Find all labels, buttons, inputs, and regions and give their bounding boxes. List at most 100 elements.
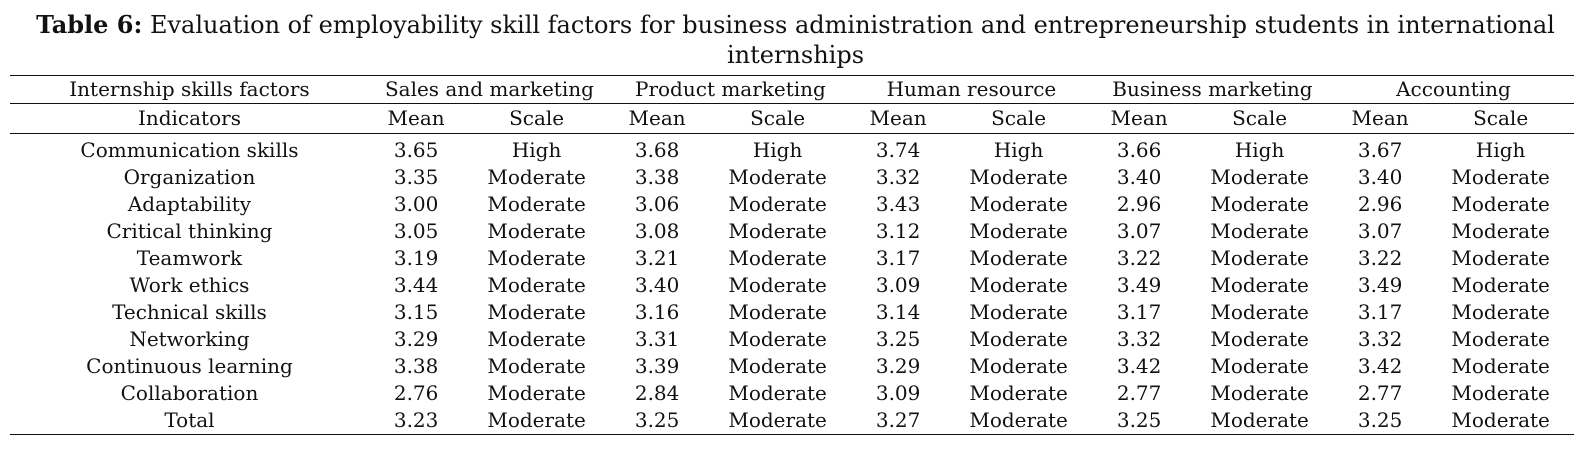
cell-scale: Moderate	[487, 381, 586, 405]
cell-scale: Moderate	[487, 219, 586, 243]
cell-scale: Moderate	[728, 381, 827, 405]
cell-mean: 3.25	[875, 327, 921, 351]
cell-mean: 3.43	[875, 192, 921, 216]
cell-scale: Moderate	[969, 165, 1068, 189]
row-indicator: Teamwork	[136, 246, 243, 270]
cell-mean: 3.40	[634, 273, 680, 297]
table-row: Continuous learning 3.38 Moderate 3.39 Moder…	[10, 353, 1574, 380]
header-group-human-resource: Human resource	[850, 75, 1092, 104]
cell-mean: 3.15	[393, 300, 439, 324]
header-scale: Scale	[463, 103, 610, 134]
cell-scale: High	[1234, 138, 1285, 162]
table-row: Collaboration 2.76 Moderate 2.84 Moderate 3.0…	[10, 380, 1574, 407]
cell-scale: Moderate	[1451, 246, 1550, 270]
header-factor-label: Internship skills factors	[10, 75, 369, 104]
cell-mean: 3.17	[1357, 300, 1403, 324]
header-scale: Scale	[1186, 103, 1333, 134]
cell-scale: Moderate	[728, 246, 827, 270]
cell-mean: 3.23	[368, 407, 464, 435]
cell-scale: Moderate	[969, 192, 1068, 216]
cell-scale: Moderate	[1210, 273, 1309, 297]
cell-mean: 3.35	[393, 165, 439, 189]
header-mean: Mean	[850, 103, 946, 134]
table-row: Organization 3.35 Moderate 3.38 Moderate 3.32…	[10, 164, 1574, 191]
cell-scale: High	[752, 138, 803, 162]
cell-mean: 3.17	[875, 246, 921, 270]
cell-scale: Moderate	[1210, 354, 1309, 378]
row-indicator: Work ethics	[129, 273, 250, 297]
header-scale: Scale	[704, 103, 851, 134]
table-row: Networking 3.29 Moderate 3.31 Moderate 3.25 Mo…	[10, 326, 1574, 353]
cell-scale: Moderate	[1210, 165, 1309, 189]
cell-scale: Moderate	[1451, 327, 1550, 351]
cell-mean: 3.31	[634, 327, 680, 351]
cell-mean: 3.32	[1357, 327, 1403, 351]
cell-scale: Moderate	[969, 327, 1068, 351]
cell-scale: Moderate	[969, 246, 1068, 270]
cell-mean: 2.76	[393, 381, 439, 405]
cell-scale: Moderate	[1427, 407, 1574, 435]
header-indicator-label: Indicators	[10, 103, 369, 134]
cell-mean: 3.39	[634, 354, 680, 378]
cell-mean: 3.07	[1116, 219, 1162, 243]
cell-mean: 3.06	[634, 192, 680, 216]
cell-mean: 3.14	[875, 300, 921, 324]
header-mean: Mean	[1332, 103, 1428, 134]
cell-mean: 3.74	[875, 138, 921, 162]
cell-mean: 3.27	[850, 407, 946, 435]
table-row: Work ethics 3.44 Moderate 3.40 Moderate 3.09 M…	[10, 272, 1574, 299]
cell-scale: Moderate	[728, 219, 827, 243]
cell-scale: Moderate	[728, 192, 827, 216]
header-mean: Mean	[368, 103, 464, 134]
table-row: Teamwork 3.19 Moderate 3.21 Moderate 3.17 Mode…	[10, 245, 1574, 272]
cell-mean: 2.96	[1357, 192, 1403, 216]
cell-scale: Moderate	[969, 219, 1068, 243]
row-indicator: Adaptability	[127, 192, 252, 216]
cell-scale: Moderate	[704, 407, 851, 435]
cell-scale: Moderate	[463, 407, 610, 435]
cell-scale: Moderate	[487, 354, 586, 378]
cell-scale: High	[511, 138, 562, 162]
cell-mean: 3.44	[393, 273, 439, 297]
cell-mean: 3.66	[1116, 138, 1162, 162]
cell-mean: 2.84	[634, 381, 680, 405]
cell-scale: Moderate	[1451, 354, 1550, 378]
cell-mean: 3.09	[875, 273, 921, 297]
cell-mean: 3.40	[1357, 165, 1403, 189]
cell-scale: Moderate	[1451, 273, 1550, 297]
cell-scale: Moderate	[728, 327, 827, 351]
header-sub-row: Indicators Mean Scale Mean Scale Mean Sc…	[10, 103, 1574, 134]
cell-mean: 3.49	[1357, 273, 1403, 297]
cell-scale: Moderate	[1186, 407, 1333, 435]
table-header: Internship skills factors Sales and mark…	[10, 75, 1574, 134]
cell-scale: Moderate	[969, 273, 1068, 297]
cell-mean: 2.77	[1116, 381, 1162, 405]
cell-scale: Moderate	[1210, 381, 1309, 405]
header-mean: Mean	[609, 103, 705, 134]
cell-mean: 3.00	[393, 192, 439, 216]
cell-mean: 3.32	[875, 165, 921, 189]
cell-mean: 3.40	[1116, 165, 1162, 189]
table-row: Critical thinking 3.05 Moderate 3.08 Moderat…	[10, 218, 1574, 245]
cell-mean: 3.08	[634, 219, 680, 243]
header-scale: Scale	[1427, 103, 1574, 134]
row-indicator: Total	[10, 407, 369, 435]
table-caption-text: Evaluation of employability skill factor…	[149, 11, 1555, 69]
cell-mean: 3.38	[634, 165, 680, 189]
header-group-sales-marketing: Sales and marketing	[368, 75, 610, 104]
cell-mean: 3.68	[634, 138, 680, 162]
cell-mean: 3.49	[1116, 273, 1162, 297]
cell-scale: Moderate	[1210, 327, 1309, 351]
cell-mean: 3.42	[1116, 354, 1162, 378]
cell-mean: 3.29	[875, 354, 921, 378]
cell-mean: 2.96	[1116, 192, 1162, 216]
cell-mean: 3.07	[1357, 219, 1403, 243]
header-group-business-marketing: Business marketing	[1091, 75, 1333, 104]
row-indicator: Organization	[123, 165, 256, 189]
cell-scale: Moderate	[1210, 300, 1309, 324]
cell-mean: 3.67	[1357, 138, 1403, 162]
cell-mean: 3.09	[875, 381, 921, 405]
cell-mean: 3.29	[393, 327, 439, 351]
cell-mean: 3.22	[1357, 246, 1403, 270]
cell-scale: Moderate	[969, 354, 1068, 378]
